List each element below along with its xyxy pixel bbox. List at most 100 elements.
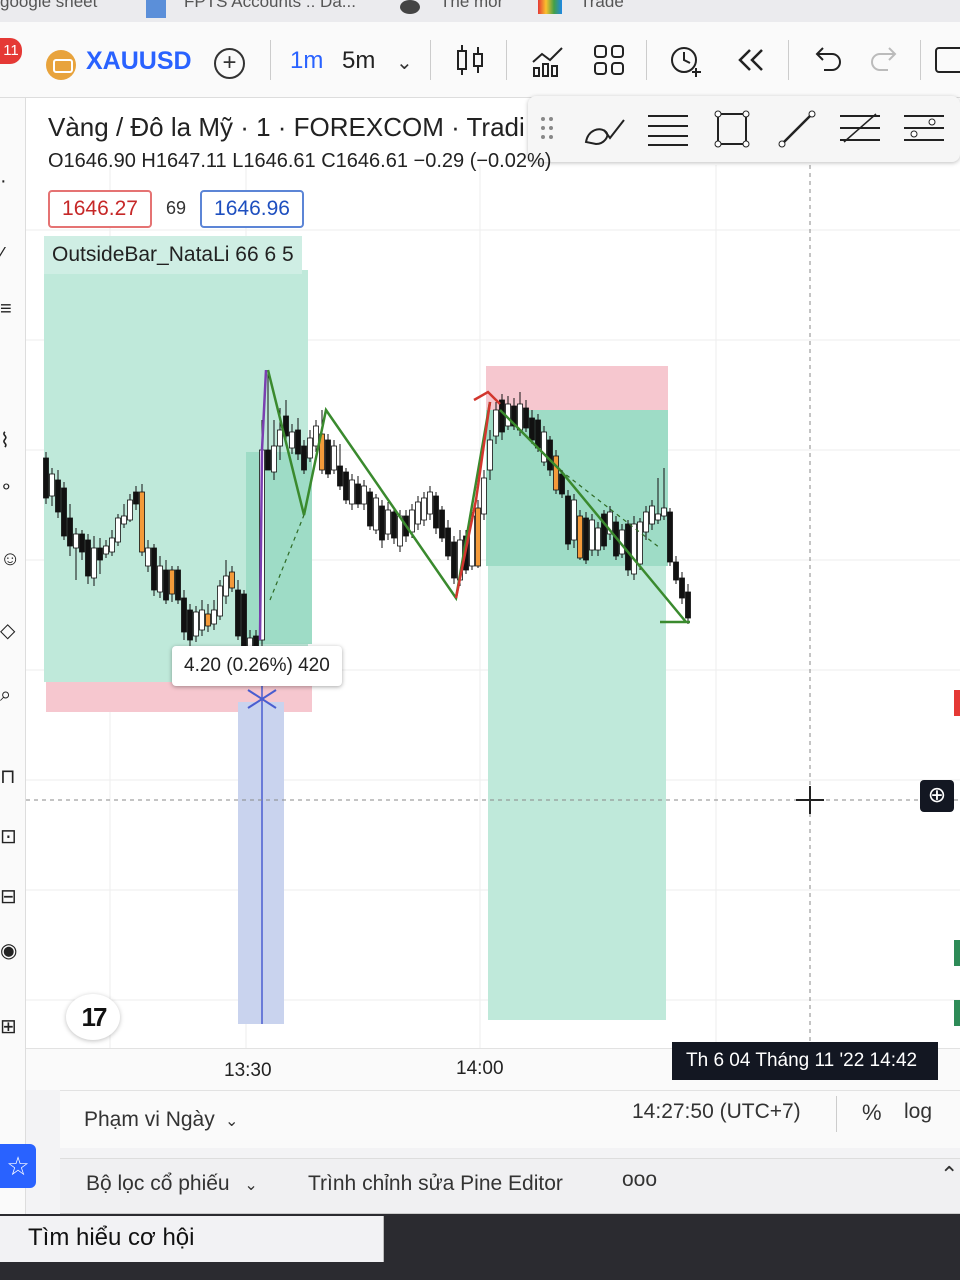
rectangle-tool-icon[interactable] (712, 108, 752, 150)
dashed-projection (559, 469, 661, 549)
measure-zone[interactable] (238, 702, 284, 1024)
toolbar-divider (920, 40, 921, 80)
profit-zone-2[interactable] (488, 566, 666, 1020)
toolbar-divider (506, 40, 507, 80)
prediction-tool-icon[interactable]: ∘ (0, 476, 13, 498)
candle-body (277, 429, 283, 447)
candle-body (205, 613, 211, 627)
candle-body (85, 539, 91, 577)
candles-icon[interactable] (452, 42, 488, 78)
eye-icon[interactable]: ◉ (0, 940, 18, 962)
ohlc-values: O1646.90 H1647.11 L1646.61 C1646.61 −0.2… (48, 150, 551, 173)
tab-stock-screener-label: Bộ lọc cổ phiếu (86, 1172, 230, 1195)
symbol-search-button[interactable]: XAUUSD (86, 47, 192, 75)
ruler-tool-icon[interactable]: ◇ (0, 620, 16, 642)
zoom-tool-icon[interactable]: ⌕ (0, 684, 12, 706)
candle-body (187, 609, 193, 641)
candle-body (271, 445, 277, 473)
layout-grid-icon[interactable] (591, 42, 627, 78)
buy-button[interactable]: 1646.96 (200, 190, 304, 228)
range-bar (60, 1090, 960, 1148)
candle-body (523, 407, 529, 429)
toolbar-divider (788, 40, 789, 80)
candle-body (379, 505, 385, 541)
add-alert-plus-icon[interactable]: ⊕ (920, 780, 954, 812)
sell-button[interactable]: 1646.27 (48, 190, 152, 228)
bookmark-fpts[interactable]: FPTS Accounts :: Da... (184, 0, 356, 11)
watchlist-star-icon[interactable]: ☆ (0, 1144, 36, 1188)
tab-pine-editor[interactable]: Trình chỉnh sửa Pine Editor (308, 1172, 563, 1195)
candle-body (601, 513, 607, 547)
indicator-legend[interactable]: OutsideBar_NataLi 66 6 5 (44, 236, 302, 274)
horizontal-lines-icon[interactable] (646, 110, 690, 150)
crosshair-tool-icon[interactable]: · (0, 170, 7, 192)
trash-icon[interactable]: ⊞ (0, 1016, 17, 1038)
measure-tooltip: 4.20 (0.26%) 420 (172, 646, 342, 686)
candle-body (361, 485, 367, 505)
undo-icon[interactable] (808, 42, 844, 78)
magnet-tool-icon[interactable]: ⊓ (0, 766, 16, 788)
trend-line-icon[interactable] (776, 108, 818, 150)
chart-legend-title[interactable]: Vàng / Đô la Mỹ · 1 · FOREXCOM · Tradi (48, 112, 525, 142)
candle-body (385, 509, 391, 535)
timeframe-5m-button[interactable]: 5m (342, 47, 376, 74)
candle-body (367, 491, 373, 527)
candle-body (49, 473, 55, 497)
candle-body (583, 517, 589, 561)
bottom-panel-bar (60, 1158, 960, 1214)
candle-body (43, 457, 49, 499)
bookmark-trade[interactable]: Trade (580, 0, 624, 11)
compare-symbol-button[interactable]: + (214, 48, 245, 79)
indicators-icon[interactable] (530, 42, 566, 78)
redo-icon[interactable] (868, 42, 904, 78)
more-tabs-button[interactable]: ooo (622, 1168, 658, 1191)
fib-retracement-icon[interactable] (838, 108, 882, 150)
notification-badge[interactable]: 11 (0, 38, 22, 64)
time-label: 13:30 (224, 1060, 272, 1081)
candle-body (199, 609, 205, 631)
emoji-tool-icon[interactable]: ☺ (0, 548, 21, 570)
price-flag (954, 690, 960, 716)
candle-body (115, 517, 121, 543)
candle-body (559, 473, 565, 495)
date-range-dropdown[interactable]: Phạm vi Ngày ⌄ (84, 1108, 238, 1132)
close-value: C1646.61 (321, 150, 408, 172)
tab-stock-screener[interactable]: Bộ lọc cổ phiếu ⌄ (86, 1172, 258, 1196)
candle-body (565, 495, 571, 545)
candle-body (643, 511, 649, 533)
bookmark-google-sheet[interactable]: google sheet (0, 0, 98, 11)
drawing-toolbar (528, 96, 960, 162)
pattern-tool-icon[interactable]: ⌇ (0, 430, 10, 452)
candle-body (421, 497, 427, 521)
candle-body (229, 571, 235, 589)
log-scale-toggle[interactable]: log (904, 1100, 933, 1123)
fib-tool-icon[interactable]: ≡ (0, 298, 12, 320)
brush-icon[interactable] (580, 108, 628, 150)
replay-icon[interactable] (732, 42, 768, 78)
lock-icon[interactable]: ⊟ (0, 886, 17, 908)
chevron-down-icon[interactable]: ⌄ (396, 52, 413, 74)
candle-body (409, 509, 415, 533)
window-icon[interactable] (932, 42, 960, 78)
lock-drawings-icon[interactable]: ⊡ (0, 826, 17, 848)
candle-body (637, 521, 643, 565)
candle-body (97, 547, 103, 561)
chevron-down-icon: ⌄ (220, 1113, 239, 1130)
fib-channel-icon[interactable] (902, 108, 946, 150)
collapse-panel-icon[interactable]: ⌃ (940, 1162, 959, 1187)
percent-scale-toggle[interactable]: % (862, 1100, 882, 1125)
drag-handle-icon[interactable] (538, 114, 558, 144)
timezone-clock[interactable]: 14:27:50 (UTC+7) (632, 1100, 801, 1123)
candle-body (529, 417, 535, 441)
tradingview-logo-icon[interactable]: 17 (66, 994, 120, 1040)
alert-clock-icon[interactable] (668, 42, 704, 78)
candle-body (79, 533, 85, 553)
notification-toast[interactable]: Tìm hiểu cơ hội (0, 1216, 384, 1262)
stop-loss-zone-2[interactable] (486, 366, 668, 412)
candle-body (487, 439, 493, 471)
bookmark-the-mor[interactable]: The mor (440, 0, 504, 11)
timeframe-1m-button[interactable]: 1m (290, 47, 324, 74)
trend-line-tool-icon[interactable]: ⁄ (0, 244, 4, 266)
candle-body (331, 445, 337, 471)
